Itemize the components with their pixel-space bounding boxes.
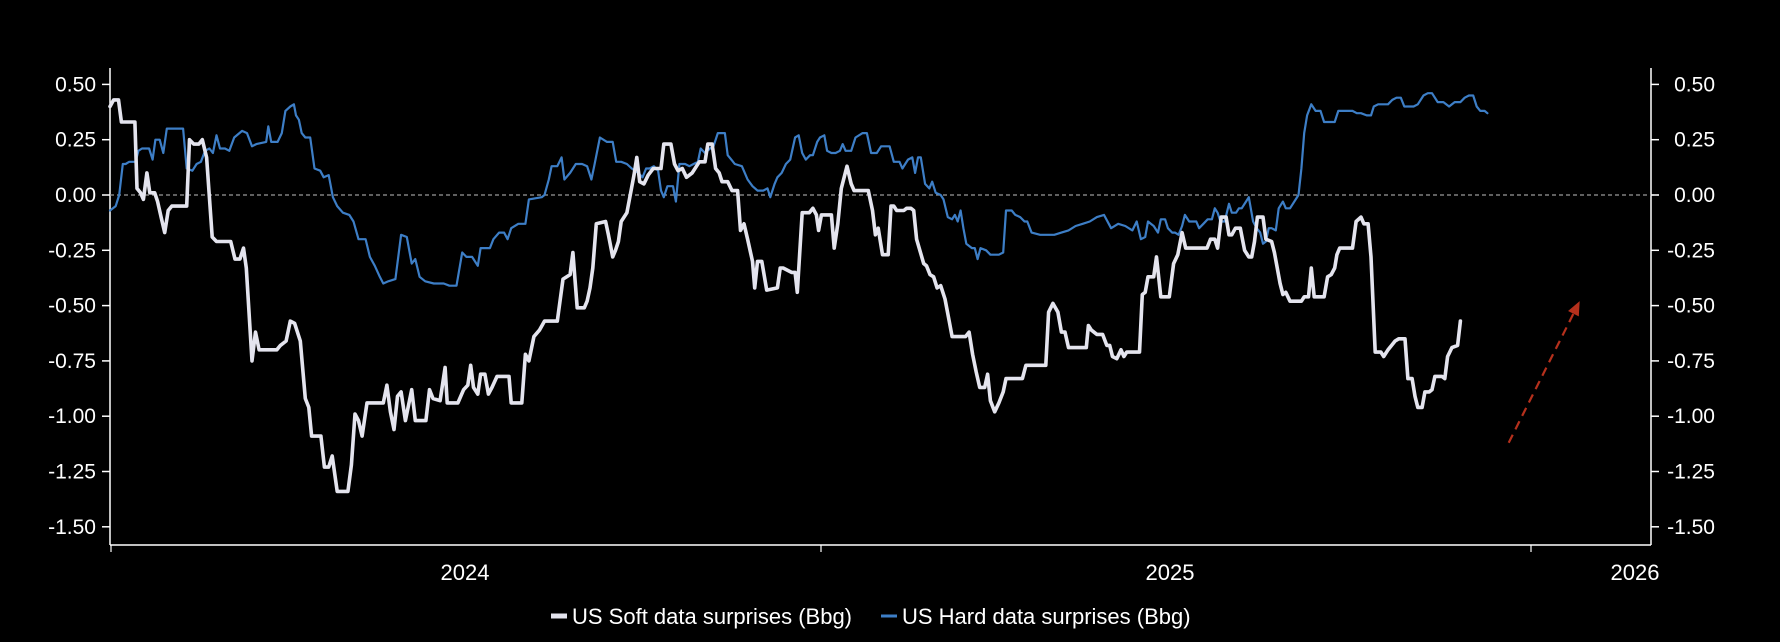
x-tick-label: 2024 xyxy=(441,560,490,585)
y-tick-label-left: -1.00 xyxy=(48,405,96,428)
x-tick-label: 2026 xyxy=(1611,560,1660,585)
y-tick-label-left: 0.00 xyxy=(55,184,96,207)
series-line-soft-data xyxy=(108,98,1463,494)
y-tick-label-left: 0.50 xyxy=(55,73,96,96)
y-tick-label-right: 0.50 xyxy=(1674,73,1715,96)
y-tick-label-right: 0.00 xyxy=(1674,184,1715,207)
y-tick-label-left: 0.25 xyxy=(55,129,96,152)
legend: US Soft data surprises (Bbg) US Hard dat… xyxy=(551,604,1191,629)
y-tick-label-right: -0.25 xyxy=(1667,239,1715,262)
trend-arrow-shaft xyxy=(1507,313,1575,444)
y-tick-label-right: 0.25 xyxy=(1674,129,1715,152)
x-axis: 2024 2025 2026 xyxy=(110,545,1660,585)
y-tick-label-right: -1.00 xyxy=(1667,405,1715,428)
x-tick-label: 2025 xyxy=(1146,560,1195,585)
y-tick-label-left: -1.25 xyxy=(48,461,96,484)
y-tick-label-left: -0.50 xyxy=(48,295,96,318)
legend-label-hard: US Hard data surprises (Bbg) xyxy=(902,604,1191,629)
y-tick-label-left: -0.25 xyxy=(48,239,96,262)
axes xyxy=(109,68,1652,546)
y-tick-label-right: -1.50 xyxy=(1667,516,1715,539)
legend-label-soft: US Soft data surprises (Bbg) xyxy=(572,604,852,629)
series-group xyxy=(108,92,1489,494)
y-axis-right: 0.50 0.25 0.00 -0.25 -0.50 -0.75 -1.00 -1.25 -1.… xyxy=(1651,73,1715,539)
y-tick-label-left: -0.75 xyxy=(48,350,96,373)
annotation-group xyxy=(1507,301,1580,444)
y-tick-label-left: -1.50 xyxy=(48,516,96,539)
y-tick-label-right: -0.50 xyxy=(1667,295,1715,318)
y-axis-left: 0.50 0.25 0.00 -0.25 -0.50 -0.75 -1.00 -1.25 -1.… xyxy=(48,73,110,539)
y-tick-label-right: -0.75 xyxy=(1667,350,1715,373)
trend-arrow-head-icon xyxy=(1568,301,1580,317)
y-tick-label-right: -1.25 xyxy=(1667,461,1715,484)
